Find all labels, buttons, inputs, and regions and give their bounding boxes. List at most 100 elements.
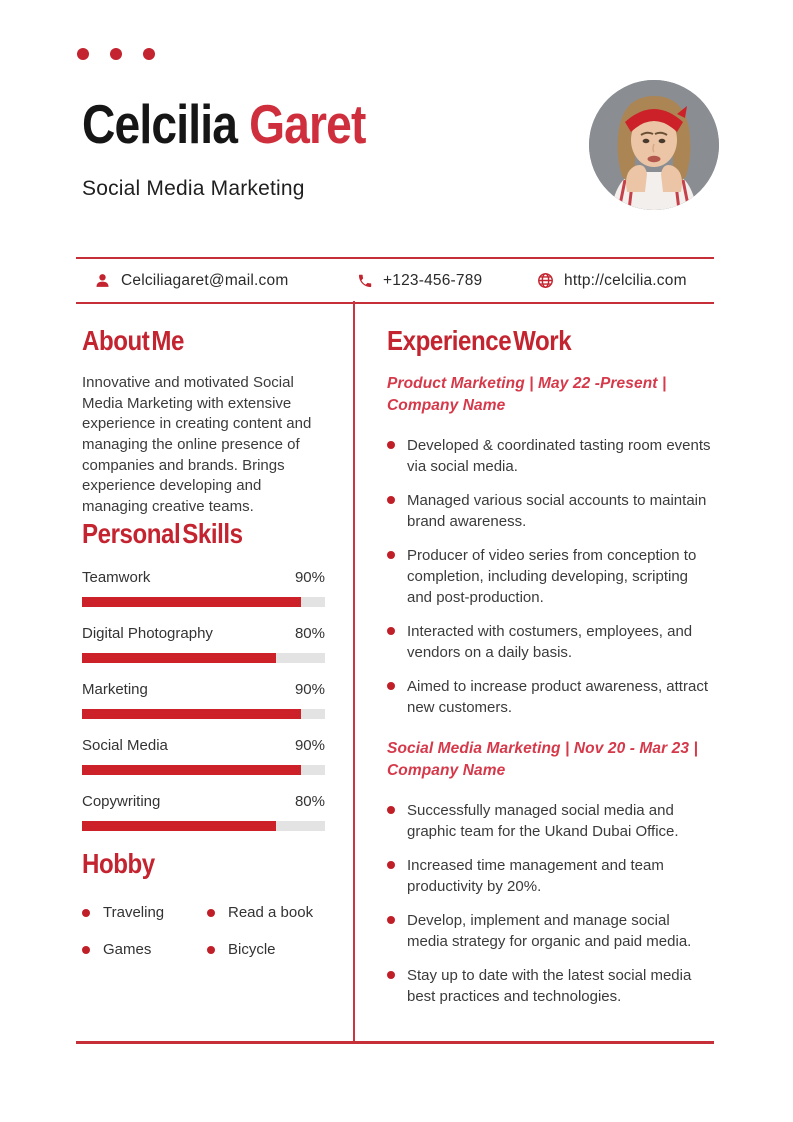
hobby-heading: Hobby (82, 847, 155, 879)
bullet-icon (82, 908, 90, 917)
hobby-item: Games (82, 941, 207, 958)
hobby-label: Traveling (103, 903, 165, 921)
skill-item: Marketing 90% (82, 680, 325, 719)
about-heading: About Me (82, 325, 184, 356)
dot-icon (77, 48, 89, 60)
job-bullets: Successfully managed social media and gr… (387, 800, 711, 1007)
bullet-icon (387, 496, 395, 505)
bullet-icon (387, 551, 395, 560)
globe-icon (538, 273, 553, 288)
bullet-icon (207, 945, 215, 954)
skill-percent: 90% (294, 736, 325, 754)
job-bullets: Developed & coordinated tasting room eve… (387, 435, 711, 718)
dot-icon (143, 48, 155, 60)
skill-item: Copywriting 80% (82, 792, 325, 831)
bullet-text: Successfully managed social media and gr… (407, 802, 679, 841)
skill-name: Copywriting (82, 792, 161, 810)
skill-percent: 80% (294, 792, 325, 810)
phone-text: +123-456-789 (383, 271, 483, 289)
skills-list: Teamwork 90% Digital Photography 80% Mar… (82, 568, 325, 831)
job-meta: Product Marketing | May 22 -Present | Co… (387, 375, 667, 415)
bullet-icon (387, 682, 395, 691)
bullet-icon (387, 806, 395, 815)
skill-bar-fill (82, 820, 277, 831)
skill-name: Marketing (82, 680, 148, 698)
bullet-item: Producer of video series from conception… (387, 545, 711, 608)
bullet-item: Stay up to date with the latest social m… (387, 965, 711, 1007)
bullet-icon (207, 908, 215, 917)
skill-name: Social Media (82, 736, 168, 754)
hobby-item: Bicycle (207, 941, 325, 958)
contact-email: Celciliagaret@mail.com (94, 259, 288, 302)
profile-photo (589, 80, 719, 210)
hobby-label: Bicycle (228, 940, 276, 958)
hobby-list: Traveling Read a book Games Bicycle (82, 904, 325, 958)
website-text: http://celcilia.com (564, 271, 687, 289)
bullet-item: Increased time management and team produ… (387, 855, 711, 897)
skill-percent: 90% (294, 680, 325, 698)
phone-icon (359, 274, 372, 287)
bullet-text: Increased time management and team produ… (407, 857, 664, 896)
contact-bar: Celciliagaret@mail.com +123-456-789 http… (76, 257, 714, 304)
skill-bar-fill (82, 764, 301, 775)
bullet-icon (82, 945, 90, 954)
left-column: About Me Innovative and motivated Social… (82, 325, 325, 958)
skill-bar-track (82, 820, 325, 831)
skill-bar-track (82, 652, 325, 663)
bullet-icon (387, 861, 395, 870)
dot-icon (110, 48, 122, 60)
about-text: Innovative and motivated Social Media Ma… (82, 374, 312, 515)
contact-phone: +123-456-789 (357, 259, 482, 302)
skill-bar-track (82, 708, 325, 719)
job-title-subtitle: Social Media Marketing (82, 177, 305, 200)
bullet-text: Producer of video series from conception… (407, 547, 697, 607)
contact-website: http://celcilia.com (537, 259, 687, 302)
column-divider (353, 301, 355, 1041)
person-name: Celcilia Garet (82, 94, 366, 155)
skill-item: Social Media 90% (82, 736, 325, 775)
header-dots (77, 48, 155, 60)
skill-name: Teamwork (82, 568, 151, 586)
skill-item: Digital Photography 80% (82, 624, 325, 663)
bottom-rule (76, 1041, 714, 1044)
job-entry: Social Media Marketing | Nov 20 - Mar 23… (387, 738, 711, 1007)
person-icon (96, 274, 109, 287)
bullet-icon (387, 971, 395, 980)
hobby-item: Traveling (82, 904, 207, 921)
hobby-label: Games (103, 940, 152, 958)
hobby-label: Read a book (228, 903, 314, 921)
bullet-item: Managed various social accounts to maint… (387, 490, 711, 532)
bullet-icon (387, 916, 395, 925)
job-entry: Product Marketing | May 22 -Present | Co… (387, 373, 711, 718)
skill-bar-track (82, 596, 325, 607)
email-text: Celciliagaret@mail.com (121, 271, 289, 289)
bullet-icon (387, 627, 395, 636)
bullet-item: Develop, implement and manage social med… (387, 910, 711, 952)
bullet-icon (387, 441, 395, 450)
bullet-text: Stay up to date with the latest social m… (407, 967, 692, 1006)
experience-heading: Experience Work (387, 325, 572, 356)
skills-heading: Personal Skills (82, 517, 243, 549)
right-column: Experience Work Product Marketing | May … (387, 325, 711, 1020)
bullet-text: Developed & coordinated tasting room eve… (407, 437, 711, 476)
bullet-text: Interacted with costumers, employees, an… (407, 623, 693, 662)
skill-bar-fill (82, 708, 301, 719)
skill-item: Teamwork 90% (82, 568, 325, 607)
skill-bar-fill (82, 596, 301, 607)
bullet-text: Managed various social accounts to maint… (407, 492, 707, 531)
job-meta: Social Media Marketing | Nov 20 - Mar 23… (387, 740, 698, 780)
bullet-text: Develop, implement and manage social med… (407, 912, 692, 951)
skill-bar-fill (82, 652, 277, 663)
bullet-item: Interacted with costumers, employees, an… (387, 621, 711, 663)
name-first: Celcilia (82, 93, 238, 155)
bullet-item: Successfully managed social media and gr… (387, 800, 711, 842)
bullet-item: Developed & coordinated tasting room eve… (387, 435, 711, 477)
profile-photo-illustration (589, 80, 719, 210)
name-last: Garet (249, 93, 366, 155)
bullet-text: Aimed to increase product awareness, att… (407, 678, 708, 717)
skill-bar-track (82, 764, 325, 775)
skill-percent: 80% (294, 624, 325, 642)
bullet-item: Aimed to increase product awareness, att… (387, 676, 711, 718)
hobby-item: Read a book (207, 904, 325, 921)
